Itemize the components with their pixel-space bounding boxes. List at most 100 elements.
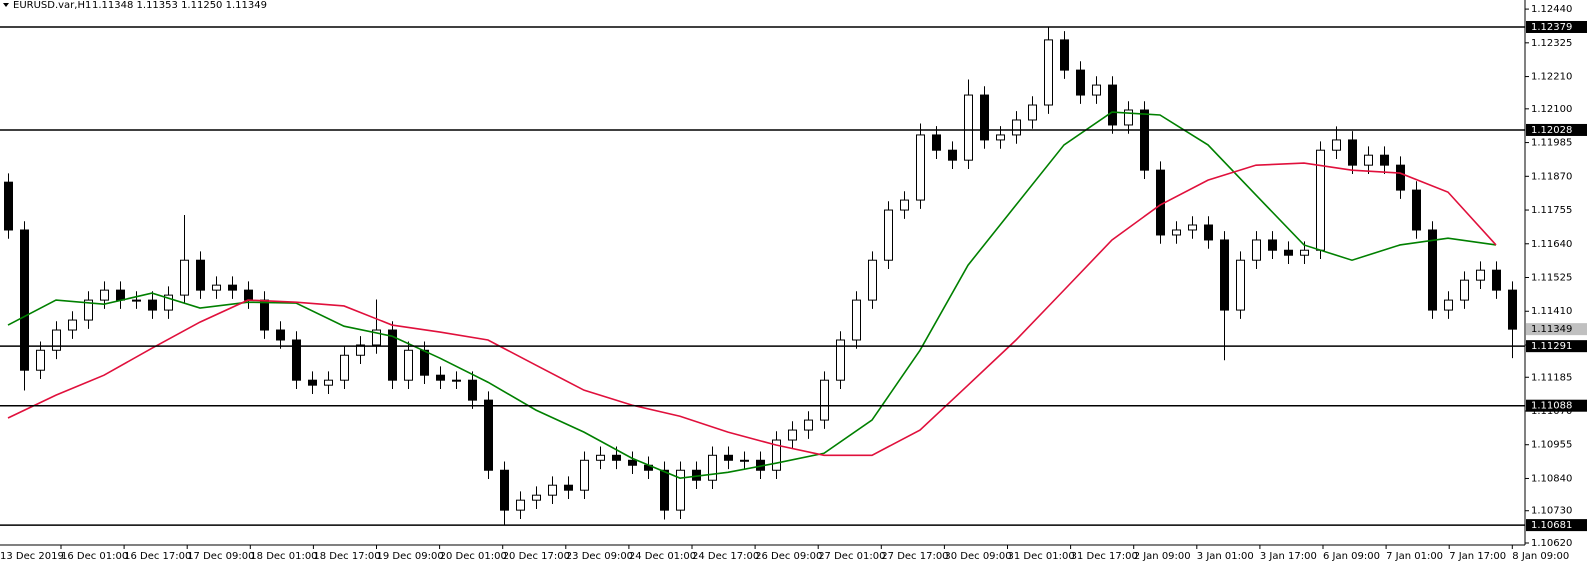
candle-body [1044,39,1053,106]
candle-body [900,199,909,211]
y-tick-label: 1.12210 [1531,72,1572,83]
candle-body [228,284,237,291]
level-label: 1.10681 [1531,520,1572,531]
candle-body [916,134,925,201]
candle-body [964,94,973,161]
candle-body [788,429,797,441]
candle-body [596,454,605,461]
candle-body [1508,289,1517,330]
candle-body [1492,269,1501,291]
x-tick-label: 16 Dec 17:00 [124,551,191,562]
current-price-tag [1526,323,1587,336]
candle-body [564,484,573,491]
x-tick-label: 30 Dec 09:00 [944,551,1011,562]
candle-body [20,229,29,371]
y-tick-label: 1.11640 [1531,239,1572,250]
y-tick-label: 1.11410 [1531,306,1572,317]
candle-body [1172,229,1181,236]
candle-body [100,289,109,301]
level-label: 1.11088 [1531,401,1572,412]
candle-body [148,299,157,311]
candle-body [180,259,189,296]
candle-body [388,329,397,381]
candle-body [196,259,205,291]
candle-body [1412,189,1421,231]
candle-body [948,149,957,161]
candle-body [452,379,461,382]
candle-body [980,94,989,141]
level-tag [1526,20,1587,33]
candle-body [1396,164,1405,191]
x-tick-label: 3 Jan 01:00 [1197,551,1254,562]
level-tag [1526,399,1587,412]
x-tick-label: 3 Jan 17:00 [1260,551,1317,562]
x-tick-label: 20 Dec 17:00 [503,551,570,562]
candle-body [1380,154,1389,166]
candle-body [532,494,541,501]
candle-body [1428,229,1437,311]
y-tick-label: 1.11185 [1531,372,1572,383]
candle-body [500,469,509,511]
candle-body [68,319,77,331]
symbol: EURUSD.var,H1 [13,0,91,11]
candle-body [820,379,829,421]
x-tick-label: 18 Dec 01:00 [250,551,317,562]
x-tick-label: 24 Dec 01:00 [629,551,696,562]
level-tag [1526,340,1587,353]
candle-body [468,379,477,401]
x-tick-label: 6 Jan 09:00 [1323,551,1380,562]
candle-body [932,134,941,151]
candle-body [276,329,285,341]
candle-body [1236,259,1245,311]
candle-body [116,289,125,301]
candle-body [1076,69,1085,96]
candle-body [1204,224,1213,241]
candle-body [1028,104,1037,121]
candle-body [1012,119,1021,136]
y-tick-label: 1.12440 [1531,4,1572,15]
candle-body [548,484,557,496]
candle-body [1364,154,1373,166]
x-tick-label: 23 Dec 09:00 [566,551,633,562]
level-tag [1526,519,1587,532]
candle-body [1476,269,1485,281]
candle-body [420,349,429,376]
candle-body [484,399,493,471]
candle-body [1268,239,1277,251]
candle-body [724,454,733,461]
x-tick-label: 27 Dec 17:00 [881,551,948,562]
candle-body [372,329,381,346]
candle-body [1348,139,1357,166]
x-tick-label: 27 Dec 01:00 [818,551,885,562]
candle-body [260,299,269,331]
x-tick-label: 2 Jan 09:00 [1134,551,1191,562]
candle-body [1444,299,1453,311]
x-tick-label: 18 Dec 17:00 [313,551,380,562]
candle-body [836,339,845,381]
candle-body [580,459,589,491]
level-label: 1.12379 [1531,22,1572,33]
candle-body [292,339,301,381]
y-tick-label: 1.12100 [1531,104,1572,115]
candle-body [1060,39,1069,71]
menu-arrow[interactable] [3,3,9,7]
x-tick-label: 13 Dec 2019 [0,551,64,562]
candle-body [436,374,445,381]
x-tick-label: 31 Dec 01:00 [1008,551,1075,562]
candle-body [772,439,781,471]
candle-body [612,454,621,461]
candle-body [84,299,93,321]
y-tick-label: 1.12325 [1531,38,1572,49]
candle-body [804,419,813,431]
x-tick-label: 16 Dec 01:00 [61,551,128,562]
y-tick-label: 1.10840 [1531,473,1572,484]
x-tick-label: 26 Dec 09:00 [755,551,822,562]
x-tick-label: 7 Jan 01:00 [1386,551,1443,562]
x-tick-label: 24 Dec 17:00 [692,551,759,562]
candle-body [516,499,525,511]
candle-body [132,299,141,302]
y-tick-label: 1.10730 [1531,506,1572,517]
candle-body [52,329,61,351]
